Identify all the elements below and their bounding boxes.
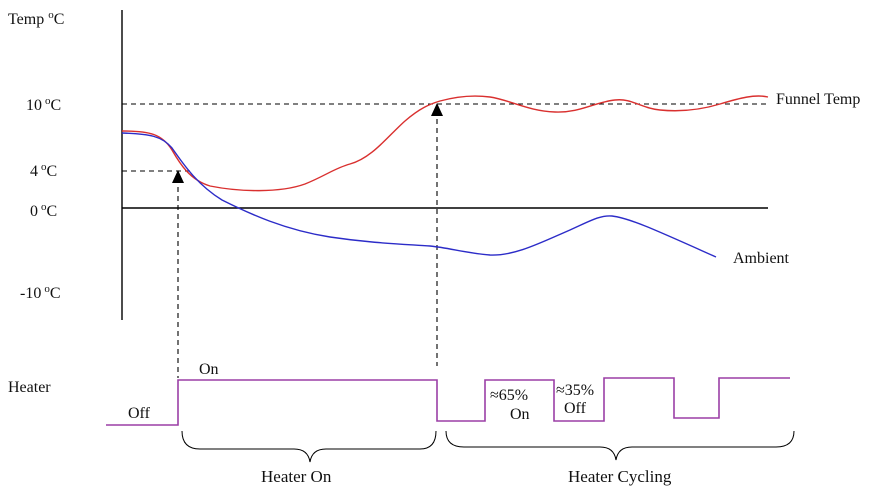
- funnel-temp-label: Funnel Temp: [776, 91, 860, 108]
- duty-on-percent: ≈65%: [490, 387, 528, 404]
- tick-10c: 10 oC: [26, 95, 61, 114]
- heater-on-brace: [181, 430, 437, 463]
- heater-cycling-brace: [445, 430, 795, 461]
- heater-on-phase-label: Heater On: [261, 467, 332, 486]
- duty-off-percent: ≈35%: [556, 382, 594, 399]
- heater-on-label: On: [199, 361, 219, 378]
- heater-label: Heater: [8, 379, 51, 396]
- heater-off-label: Off: [128, 405, 151, 422]
- ambient-label: Ambient: [733, 250, 790, 267]
- arrow-up-icon: [172, 170, 184, 183]
- tick-0c: 0 oC: [30, 201, 57, 220]
- heater-cycling-phase-label: Heater Cycling: [568, 467, 672, 486]
- duty-on-word: On: [510, 406, 530, 423]
- funnel-temp-curve: [121, 95, 769, 192]
- temp-axis-title: Temp oC: [8, 9, 64, 28]
- heater-state-trace: [106, 377, 790, 426]
- tick-minus10c: -10 oC: [20, 283, 61, 302]
- tick-4c: 4 oC: [30, 161, 57, 180]
- duty-off-word: Off: [564, 400, 587, 417]
- arrow-up-icon: [431, 103, 443, 116]
- ambient-curve: [121, 132, 717, 258]
